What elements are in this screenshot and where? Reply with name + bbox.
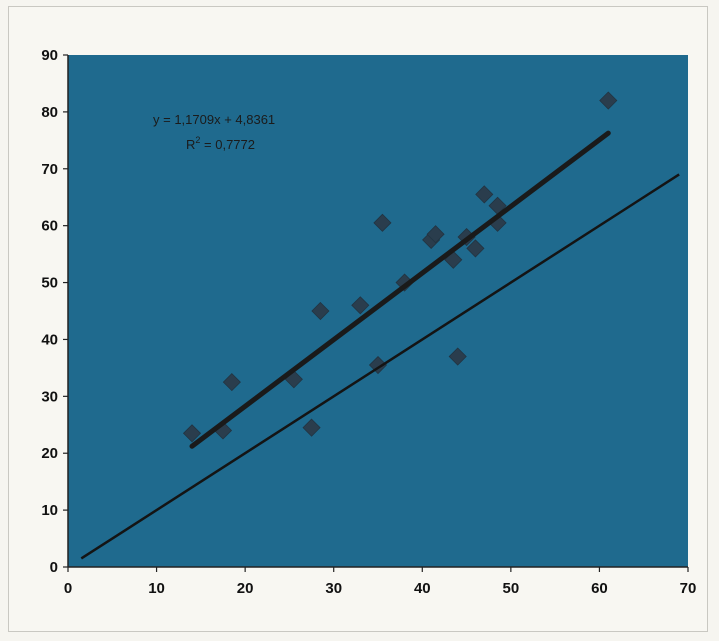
data-point xyxy=(426,225,445,244)
x-tick-label: 50 xyxy=(503,580,520,597)
y-tick-label: 80 xyxy=(41,104,58,121)
plot-area xyxy=(68,55,688,567)
y-tick-label: 90 xyxy=(41,47,58,64)
y-tick-label: 30 xyxy=(41,388,58,405)
r-squared-symbol: R xyxy=(186,137,195,152)
regression-line xyxy=(189,130,611,449)
data-point xyxy=(373,213,392,232)
x-tick-label: 30 xyxy=(325,580,342,597)
x-tick-label: 20 xyxy=(237,580,254,597)
y-tick-label: 20 xyxy=(41,445,58,462)
data-point xyxy=(475,185,494,204)
data-point xyxy=(182,424,202,443)
y-tick-label: 0 xyxy=(50,559,58,576)
r-squared-exponent: 2 xyxy=(195,135,200,145)
x-tick-label: 40 xyxy=(414,580,431,597)
x-tick-label: 10 xyxy=(148,580,165,597)
data-point xyxy=(599,91,618,110)
data-point xyxy=(311,301,330,321)
y-tick-label: 60 xyxy=(41,218,58,235)
data-point xyxy=(351,296,370,315)
y-tick-label: 10 xyxy=(41,502,58,519)
r-squared-value: = 0,7772 xyxy=(200,137,255,152)
data-point xyxy=(302,418,321,437)
trendline-r-squared: R2 = 0,7772 xyxy=(186,135,255,152)
x-tick-label: 0 xyxy=(64,580,72,597)
chart-marks xyxy=(182,91,618,443)
data-point xyxy=(448,347,467,366)
trendline-equation: y = 1,1709x + 4,8361 xyxy=(153,112,275,127)
x-tick-label: 70 xyxy=(680,580,697,597)
y-tick-label: 70 xyxy=(41,161,58,178)
data-point xyxy=(466,239,485,258)
y-tick-label: 40 xyxy=(41,331,58,348)
x-tick-label: 60 xyxy=(591,580,608,597)
y-tick-label: 50 xyxy=(41,275,58,292)
chart-axes xyxy=(63,54,689,572)
chart-lines xyxy=(80,130,680,560)
identity-line xyxy=(80,173,680,560)
chart-tick-labels: 0 10 20 30 40 50 60 70 80 90 0 10 20 30 40 50 60 70 xyxy=(41,47,696,597)
data-point xyxy=(222,373,241,392)
